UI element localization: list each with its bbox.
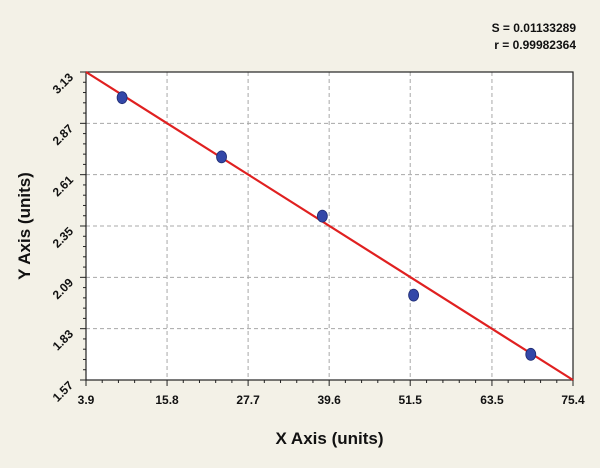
data-point xyxy=(316,209,328,223)
y-tick-label: 1.57 xyxy=(50,378,77,405)
data-point xyxy=(408,288,420,302)
x-axis-label: X Axis (units) xyxy=(276,429,384,448)
data-point xyxy=(216,150,227,164)
r-statistic: r = 0.99982364 xyxy=(494,38,576,52)
x-tick-label: 15.8 xyxy=(155,393,179,407)
y-tick-label: 2.61 xyxy=(50,173,77,200)
s-statistic: S = 0.01133289 xyxy=(491,21,576,35)
fit-statistics: S = 0.01133289 r = 0.99982364 xyxy=(492,20,576,54)
data-point xyxy=(116,91,128,105)
y-tick-label: 2.87 xyxy=(50,121,77,148)
y-tick-label: 2.35 xyxy=(50,224,77,251)
x-tick-label: 39.6 xyxy=(317,393,341,407)
y-tick-label: 1.83 xyxy=(50,327,77,354)
x-tick-label: 75.4 xyxy=(561,393,585,407)
x-tick-label: 63.5 xyxy=(480,393,504,407)
x-tick-label: 27.7 xyxy=(236,393,260,407)
fit-line xyxy=(85,71,574,381)
y-tick-label: 2.09 xyxy=(50,275,77,302)
x-tick-label: 51.5 xyxy=(399,393,423,407)
y-tick-label: 3.13 xyxy=(50,70,77,97)
x-tick-label: 3.9 xyxy=(78,393,95,407)
data-point xyxy=(525,347,537,361)
y-axis-label: Y Axis (units) xyxy=(15,172,34,280)
